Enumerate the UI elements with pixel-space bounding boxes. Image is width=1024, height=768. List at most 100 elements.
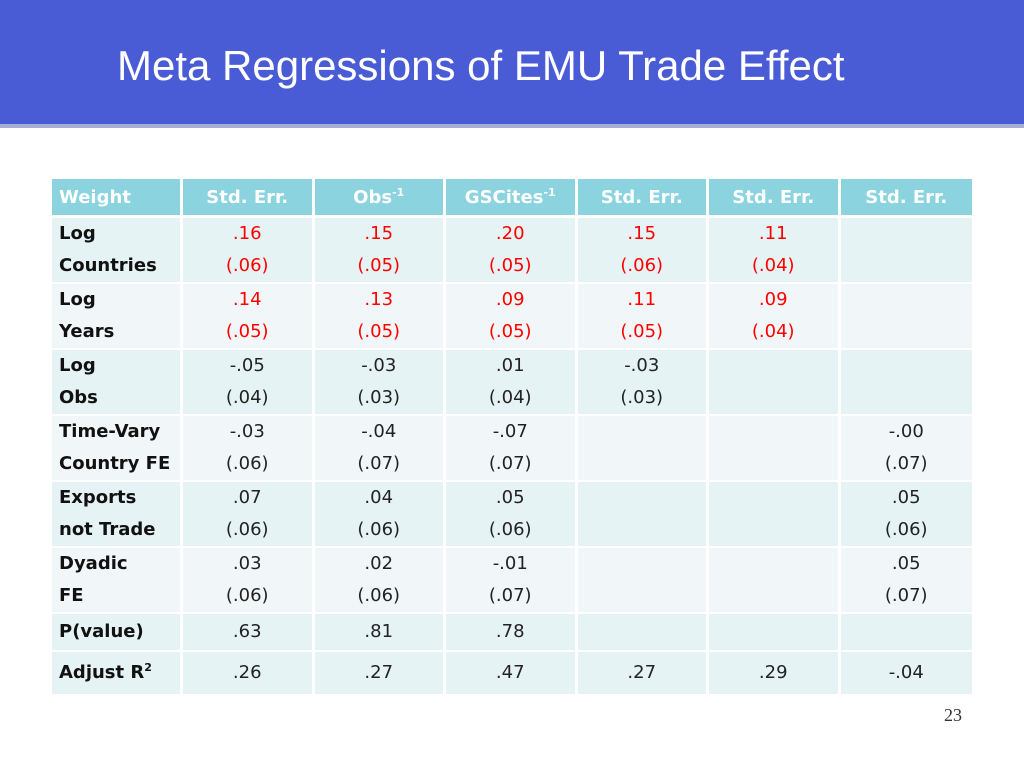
table-cell [577,614,709,652]
table-cell [709,548,841,614]
table-cell: .05 (.06) [446,482,578,548]
table-cell [840,614,972,652]
table-cell: .63 [183,614,315,652]
standard-error: (.05) [488,321,532,342]
table-row: Log Countries .16 (.06) .15 (.05) .20 (.05) .15 (… [52,218,972,284]
table-header-row: Weight Std. Err. Obs-1 GSCites-1 Std. Er… [52,179,972,218]
page-number: 23 [944,705,962,725]
coefficient: .05 [495,487,525,508]
table-cell: .11 (.04) [709,218,841,284]
standard-error: (.06) [357,519,401,540]
coefficient: .05 [891,487,921,508]
coefficient: .09 [758,289,788,310]
table-cell: .04 (.06) [314,482,446,548]
standard-error: (.05) [488,255,532,276]
adjusted-r2-value: -.04 [840,652,972,696]
standard-error: (.06) [225,255,269,276]
row-label: Adjust R2 [52,652,183,696]
coefficient: -.00 [888,421,924,442]
row-label-line: Obs [59,387,98,408]
coefficient: -.01 [492,553,528,574]
coefficient: .15 [627,223,657,244]
coefficient: -.07 [492,421,528,442]
adjusted-r2-value: .27 [314,652,446,696]
coefficient: .20 [495,223,525,244]
table-cell [840,218,972,284]
row-label-line: Years [59,321,115,342]
table-cell: .13 (.05) [314,284,446,350]
coefficient: .01 [495,355,525,376]
row-label-line: Exports [59,487,137,508]
coefficient: .15 [364,223,394,244]
standard-error: (.03) [357,387,401,408]
coefficient: .02 [364,553,394,574]
row-label: Log Years [52,284,183,350]
table-cell: -.01 (.07) [446,548,578,614]
header-col-5: Std. Err. [709,179,841,218]
table-cell [709,614,841,652]
table-row: Log Obs -.05 (.04) -.03 (.03) .01 (.04) -.03 (.03… [52,350,972,416]
table-cell: -.03 (.03) [314,350,446,416]
standard-error: (.05) [620,321,664,342]
coefficient: .07 [232,487,262,508]
table-cell: -.07 (.07) [446,416,578,482]
row-label-line: FE [59,585,84,606]
table-cell: .05 (.06) [840,482,972,548]
table-cell [840,284,972,350]
table-cell [577,416,709,482]
table-body: Log Countries .16 (.06) .15 (.05) .20 (.05) .15 (… [52,218,972,652]
coefficient: .11 [758,223,788,244]
table-cell: .15 (.05) [314,218,446,284]
regression-table: Weight Std. Err. Obs-1 GSCites-1 Std. Er… [52,179,972,696]
standard-error: (.06) [884,519,928,540]
row-label: Log Obs [52,350,183,416]
coefficient: -.04 [361,421,397,442]
adjusted-r2-row: Adjust R2 .26.27.47.27.29 -.04 [52,652,972,696]
table-cell [709,482,841,548]
table-cell: .16 (.06) [183,218,315,284]
header-col-6: Std. Err. [840,179,972,218]
table-cell: .03 (.06) [183,548,315,614]
table-cell: .15 (.06) [577,218,709,284]
coefficient: .81 [364,621,394,642]
row-label: Log Countries [52,218,183,284]
table-cell [709,416,841,482]
table-cell: .09 (.04) [709,284,841,350]
standard-error: (.07) [884,585,928,606]
table-cell: -.03 (.03) [577,350,709,416]
coefficient: .09 [495,289,525,310]
adjusted-r2-value: .26 [183,652,315,696]
standard-error: (.06) [620,255,664,276]
row-label-line: Dyadic [59,553,128,574]
coefficient: .78 [495,621,525,642]
header-col-3: GSCites-1 [446,179,578,218]
row-label-line: P(value) [59,621,144,642]
standard-error: (.06) [357,585,401,606]
row-label: Time-Vary Country FE [52,416,183,482]
standard-error: (.06) [225,585,269,606]
table-cell: .81 [314,614,446,652]
table-cell: -.04 (.07) [314,416,446,482]
row-label: Exports not Trade [52,482,183,548]
coefficient: .14 [232,289,262,310]
standard-error: (.07) [357,453,401,474]
coefficient: .11 [627,289,657,310]
title-bar: Meta Regressions of EMU Trade Effect [0,0,1024,128]
header-weight: Weight [52,179,183,218]
standard-error: (.04) [225,387,269,408]
table-cell: .78 [446,614,578,652]
table-cell [577,548,709,614]
table-cell: .01 (.04) [446,350,578,416]
table-cell: .20 (.05) [446,218,578,284]
standard-error: (.05) [225,321,269,342]
row-label-line: Log [59,223,96,244]
coefficient: .63 [232,621,262,642]
table-cell: -.00 (.07) [840,416,972,482]
coefficient: -.03 [229,421,265,442]
standard-error: (.06) [225,453,269,474]
coefficient: -.05 [229,355,265,376]
row-label-line: Log [59,355,96,376]
standard-error: (.04) [751,255,795,276]
coefficient: .05 [891,553,921,574]
table-cell: .14 (.05) [183,284,315,350]
